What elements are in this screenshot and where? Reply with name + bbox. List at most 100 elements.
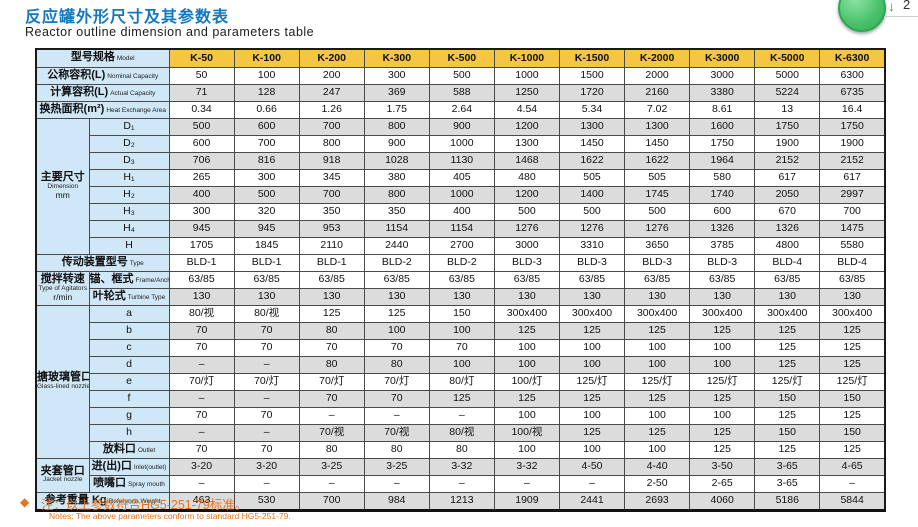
data-cell: 580 [689, 168, 756, 187]
data-cell: 130 [428, 287, 495, 306]
data-cell: 125 [493, 321, 560, 340]
model-column-header: K-1000 [493, 48, 560, 68]
data-cell: 2700 [428, 236, 495, 255]
green-circle-button[interactable] [838, 0, 886, 32]
data-cell: 918 [298, 151, 365, 170]
table-row: 喷嘴口 Spray mouth – – – – – – –2-50 2-65 3-65– [36, 474, 886, 493]
data-cell: 300x400 [624, 304, 691, 323]
data-cell: 2440 [363, 236, 430, 255]
data-cell: 4-50 [558, 457, 626, 476]
data-cell: 500 [493, 202, 560, 221]
note-diamond-icon: ◆ [20, 495, 30, 509]
data-cell: 400 [168, 185, 235, 204]
group-label-cell: 主要尺寸 Dimension mm [35, 117, 90, 255]
data-cell: BLD-3 [624, 253, 691, 272]
data-cell: 3-65 [754, 474, 821, 493]
data-cell: – [168, 355, 235, 374]
row-label-cell: 换热面积(m²) Heat Exchange Area [35, 100, 170, 119]
data-cell: – [233, 355, 300, 374]
data-cell: – [298, 474, 365, 493]
data-cell: 3-50 [689, 457, 756, 476]
data-cell: 125 [558, 423, 626, 442]
data-cell: 1300 [493, 134, 560, 153]
data-cell: 900 [428, 117, 495, 136]
data-cell: 350 [363, 202, 430, 221]
sub-label-cell: D₃ [88, 151, 170, 170]
note-text-en: Notes: The above parameters conform to s… [49, 511, 291, 521]
table-row: 夹套管口 Jacket nozzle 进(出)口 Inlet(outlet) 3-20 3… [35, 457, 886, 493]
data-cell: 1154 [363, 219, 430, 238]
data-cell: 3-20 [233, 457, 300, 476]
data-cell: 100/视 [493, 423, 560, 442]
model-column-header: K-500 [428, 48, 495, 68]
sub-label-cell: H [88, 236, 170, 255]
data-cell: 63/85 [819, 270, 886, 289]
data-cell: 200 [298, 66, 365, 85]
data-cell: 405 [428, 168, 495, 187]
data-cell: 984 [363, 491, 430, 511]
data-cell: 3000 [689, 66, 756, 85]
data-cell: – [168, 423, 235, 442]
table-row: f – –70 70 125 125 125 125 125 150 150 [36, 389, 886, 408]
data-cell: 125 [298, 304, 365, 323]
data-cell: 1740 [689, 185, 756, 204]
data-cell: 125/灯 [754, 372, 821, 391]
data-cell: 80/视 [168, 304, 235, 323]
data-cell: 4060 [689, 491, 756, 511]
data-cell: 130 [558, 287, 626, 306]
data-cell: 8.61 [689, 100, 756, 119]
data-cell: – [428, 406, 495, 425]
data-cell: 1400 [558, 185, 626, 204]
data-cell: 1130 [428, 151, 495, 170]
data-cell: 1468 [493, 151, 560, 170]
data-cell: – [819, 474, 886, 493]
data-cell: 1276 [558, 219, 626, 238]
data-cell: 70 [363, 389, 430, 408]
group-label-cell: 搪玻璃管口 Glass-lined nozzle [35, 304, 90, 459]
data-cell: 63/85 [298, 270, 365, 289]
data-cell: 125 [428, 389, 495, 408]
data-cell: 125 [754, 440, 821, 459]
download-arrow-icon[interactable]: ↓ [888, 0, 895, 14]
data-cell: 125 [819, 406, 886, 425]
data-cell: 1028 [363, 151, 430, 170]
data-cell: 70 [428, 338, 495, 357]
table-row: H₃ 300 320 350 350 400 500 500 500 600 670 700 [36, 202, 886, 221]
data-cell: 125/灯 [689, 372, 756, 391]
data-cell: 800 [298, 134, 365, 153]
data-cell: 80 [298, 321, 365, 340]
data-cell: 125 [819, 338, 886, 357]
data-cell: 100 [558, 338, 626, 357]
data-cell: 63/85 [493, 270, 560, 289]
model-column-header: K-6300 [819, 48, 886, 68]
data-cell: 100 [493, 440, 560, 459]
table-row: H₂ 400 500 700 800 1000 1200 1400 1745 1740 2050 29… [36, 185, 886, 204]
data-cell: 2997 [819, 185, 886, 204]
data-cell: 1200 [493, 117, 560, 136]
data-cell: BLD-1 [233, 253, 300, 272]
data-cell: 70 [298, 389, 365, 408]
data-cell: – [558, 474, 626, 493]
data-cell: 2-50 [624, 474, 691, 493]
data-cell: 125 [558, 321, 626, 340]
data-cell: BLD-2 [428, 253, 495, 272]
data-cell: 1450 [624, 134, 691, 153]
data-cell: 300x400 [819, 304, 886, 323]
data-cell: 70 [363, 338, 430, 357]
data-cell: 150 [754, 389, 821, 408]
data-cell: 706 [168, 151, 235, 170]
data-cell: – [428, 474, 495, 493]
data-cell: 80/灯 [428, 372, 495, 391]
data-cell: 1745 [624, 185, 691, 204]
data-cell: 100 [689, 338, 756, 357]
data-cell: 1964 [689, 151, 756, 170]
data-cell: 6735 [819, 83, 886, 102]
data-cell: 3-25 [298, 457, 365, 476]
data-cell: 0.34 [168, 100, 235, 119]
data-cell: 70/灯 [168, 372, 235, 391]
data-cell: – [363, 474, 430, 493]
data-cell: 5.34 [558, 100, 626, 119]
data-cell: 63/85 [168, 270, 235, 289]
group-label-cell: 搅拌转速 Type of Agitators r/min [35, 270, 90, 306]
data-cell: 2110 [298, 236, 365, 255]
